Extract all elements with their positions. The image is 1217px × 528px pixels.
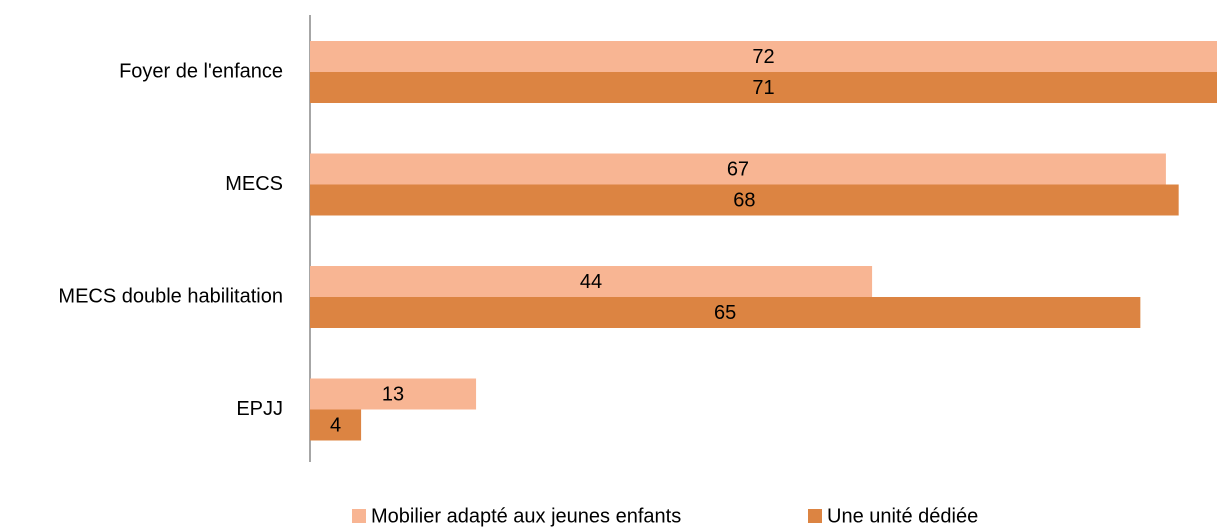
- data-label: 68: [733, 189, 755, 211]
- bar: [310, 41, 1217, 72]
- plot-area: [310, 41, 1217, 441]
- data-label: 65: [714, 302, 736, 324]
- bar: [310, 153, 1166, 185]
- bar: [310, 378, 477, 410]
- bar: [310, 72, 1217, 103]
- y-tick-label: MECS double habilitation: [58, 285, 283, 307]
- bar: [310, 266, 873, 297]
- data-label: 71: [752, 77, 774, 99]
- y-tick-label: Foyer de l'enfance: [119, 60, 283, 82]
- data-label: 44: [580, 271, 602, 293]
- y-tick-label: EPJJ: [236, 398, 283, 420]
- bar: [310, 184, 1179, 216]
- data-label: 13: [382, 383, 404, 405]
- data-label: 4: [330, 414, 341, 436]
- legend-label: Mobilier adapté aux jeunes enfants: [371, 505, 681, 527]
- y-tick-label: MECS: [225, 173, 283, 195]
- legend-swatch: [352, 509, 366, 523]
- bar: [310, 297, 1141, 328]
- legend-swatch: [808, 509, 822, 523]
- data-label: 72: [752, 46, 774, 68]
- data-label: 67: [727, 158, 749, 180]
- bar: [310, 409, 362, 441]
- legend-label: Une unité dédiée: [827, 505, 978, 527]
